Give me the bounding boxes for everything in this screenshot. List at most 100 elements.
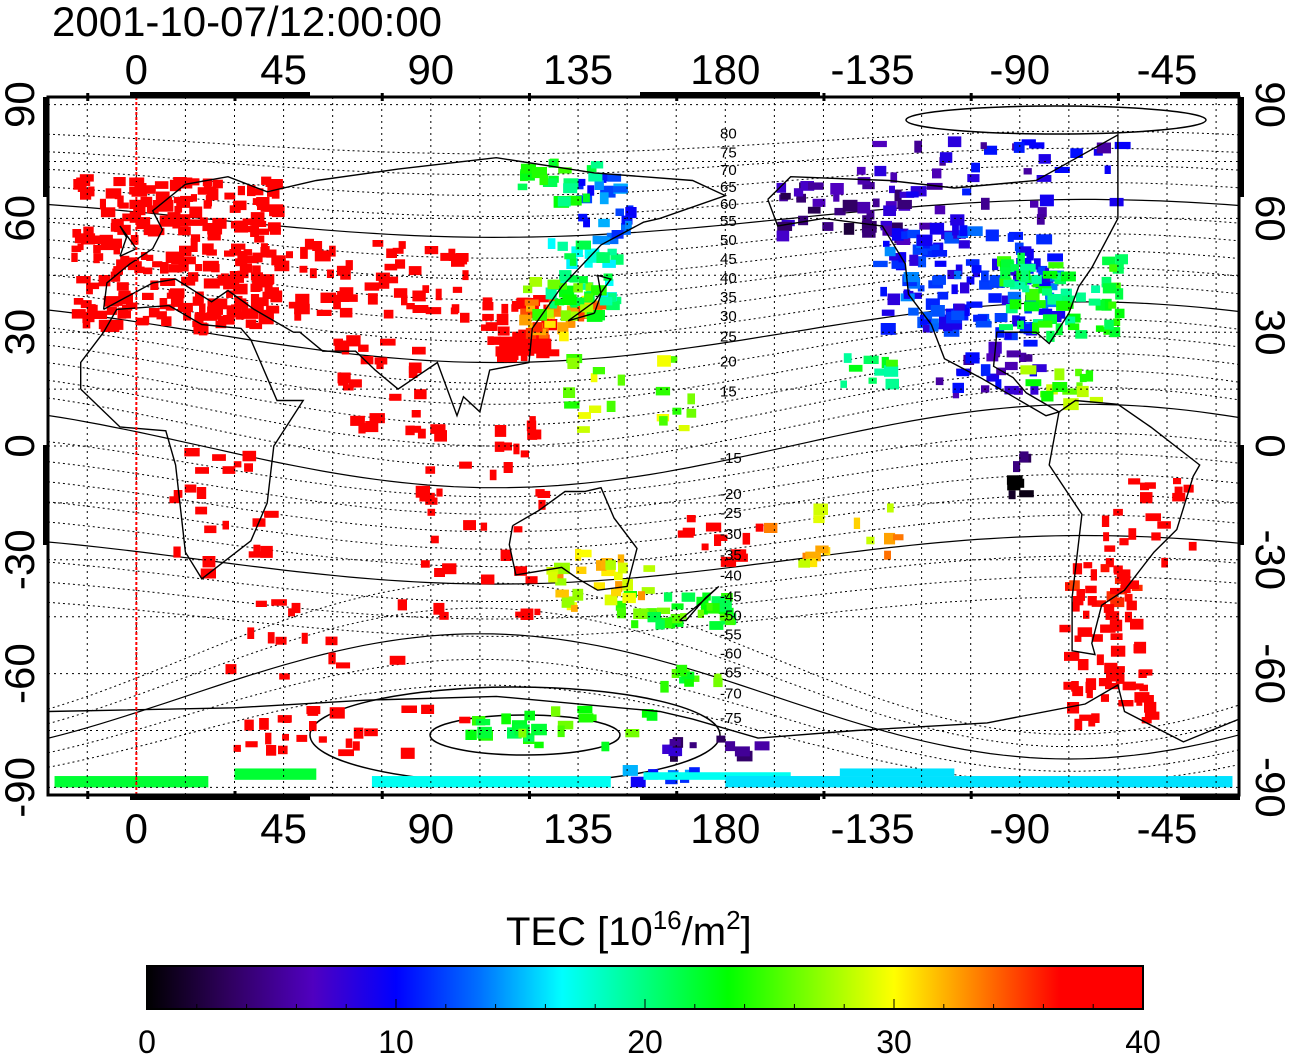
tec-cell bbox=[584, 293, 593, 302]
tec-cell bbox=[1023, 339, 1038, 347]
tec-cell bbox=[358, 344, 369, 352]
tec-cell bbox=[168, 264, 183, 273]
tec-cell bbox=[495, 346, 510, 357]
tec-cell bbox=[992, 258, 999, 271]
tec-cell bbox=[199, 217, 208, 226]
tec-cell bbox=[1067, 702, 1080, 714]
tec-cell bbox=[1054, 368, 1065, 381]
tec-cell bbox=[884, 550, 891, 560]
tec-cell bbox=[129, 186, 142, 195]
tec-cell bbox=[388, 276, 399, 284]
tec-cell bbox=[1118, 700, 1134, 707]
tec-cell bbox=[226, 305, 233, 315]
tec-cell bbox=[906, 191, 919, 198]
tec-cell bbox=[118, 290, 131, 303]
tec-cell bbox=[507, 727, 522, 739]
tec-cell bbox=[229, 249, 242, 256]
tec-cell bbox=[951, 318, 963, 330]
tec-cell bbox=[266, 305, 280, 314]
tec-cell bbox=[883, 240, 890, 247]
tec-cell bbox=[909, 254, 919, 266]
tec-cell bbox=[158, 199, 174, 212]
tec-cell bbox=[857, 177, 871, 185]
top-lon-label: 180 bbox=[690, 46, 760, 93]
tec-cell bbox=[73, 298, 84, 305]
bottom-lon-label: 45 bbox=[260, 805, 307, 852]
tec-cell bbox=[1076, 589, 1085, 601]
tec-cell bbox=[674, 620, 684, 627]
contour-line bbox=[48, 181, 1239, 217]
tec-cell bbox=[181, 276, 196, 286]
tec-cell bbox=[863, 355, 879, 364]
tec-cell bbox=[265, 732, 272, 745]
tec-cell bbox=[701, 543, 709, 551]
tec-cell bbox=[592, 235, 608, 245]
tec-cell bbox=[880, 220, 892, 231]
tec-cell bbox=[920, 314, 932, 325]
tec-cell bbox=[434, 568, 445, 577]
tec-cell bbox=[882, 225, 892, 236]
tec-cell bbox=[1106, 591, 1118, 602]
tec-cell bbox=[646, 709, 658, 721]
tec-cell bbox=[213, 179, 223, 189]
tec-cell bbox=[669, 739, 681, 746]
tec-cell bbox=[611, 588, 622, 597]
tec-cell bbox=[560, 283, 567, 290]
tec-cell bbox=[352, 741, 360, 751]
tec-cell bbox=[551, 706, 561, 717]
tec-cell bbox=[463, 520, 476, 531]
tec-cell bbox=[412, 290, 426, 302]
tec-cell bbox=[1048, 262, 1064, 269]
tec-cell bbox=[1009, 281, 1026, 290]
tec-cell bbox=[606, 400, 616, 412]
tec-cell bbox=[523, 734, 534, 742]
tec-cell bbox=[686, 408, 697, 418]
tec-cell bbox=[1029, 142, 1045, 149]
tec-cell bbox=[734, 746, 750, 757]
tec-cell bbox=[586, 310, 603, 322]
tec-cell bbox=[517, 183, 528, 191]
tec-cell bbox=[143, 267, 153, 275]
tec-cell bbox=[202, 243, 214, 255]
tec-cell bbox=[922, 325, 934, 333]
tec-cell bbox=[184, 448, 200, 457]
tec-cell bbox=[891, 260, 905, 269]
tec-cell bbox=[340, 268, 351, 280]
tec-cell bbox=[536, 352, 550, 359]
tec-cell bbox=[660, 680, 669, 693]
tec-cell bbox=[1035, 281, 1051, 289]
tec-cell bbox=[424, 246, 439, 255]
tec-cell bbox=[520, 308, 531, 319]
tec-cell bbox=[520, 608, 534, 620]
tec-cell bbox=[465, 729, 477, 740]
tec-cell bbox=[187, 219, 203, 226]
tec-cell bbox=[499, 336, 515, 349]
tec-cell bbox=[190, 234, 201, 242]
bottom-lon-label: 90 bbox=[407, 805, 454, 852]
tec-cell bbox=[1114, 308, 1125, 319]
left-lat-label: -90 bbox=[0, 757, 43, 818]
tec-cell bbox=[1009, 231, 1023, 240]
tec-cell bbox=[593, 582, 605, 590]
tec-cell bbox=[130, 235, 139, 245]
tec-cell bbox=[92, 310, 108, 319]
tec-cell bbox=[1075, 292, 1086, 302]
contour-line bbox=[48, 352, 1239, 426]
top-lon-label: 135 bbox=[543, 46, 613, 93]
tec-cell bbox=[1017, 320, 1024, 330]
tec-cell bbox=[1079, 373, 1087, 383]
tec-cell bbox=[1134, 692, 1150, 703]
bottom-lon-label: 135 bbox=[543, 805, 613, 852]
tec-cell bbox=[1007, 291, 1022, 304]
tec-cell bbox=[1115, 288, 1124, 300]
tec-cell bbox=[1157, 521, 1171, 529]
tec-cell bbox=[274, 260, 290, 272]
tec-cell bbox=[481, 324, 496, 331]
tec-cell bbox=[546, 567, 559, 575]
tec-cell bbox=[518, 329, 528, 339]
tec-cell bbox=[687, 393, 695, 405]
coastline bbox=[567, 274, 612, 322]
tec-cell bbox=[1090, 569, 1097, 581]
tec-cell bbox=[572, 303, 585, 316]
tec-cell bbox=[985, 229, 999, 242]
